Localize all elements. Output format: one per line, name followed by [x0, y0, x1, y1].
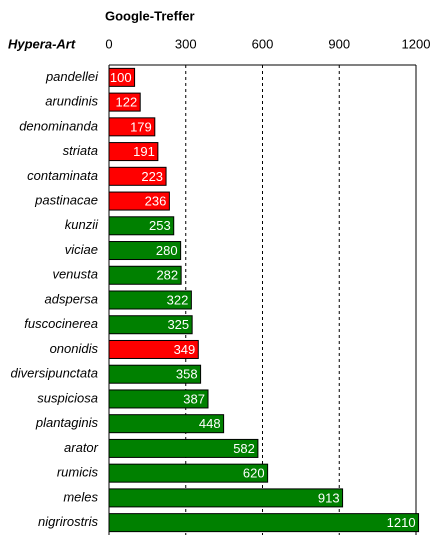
- value-label: 282: [156, 268, 178, 283]
- bar: [108, 513, 420, 533]
- bar: [108, 414, 225, 434]
- bar: [108, 265, 182, 285]
- value-label: 223: [141, 169, 163, 184]
- y-tick-label: striata: [63, 143, 98, 158]
- bar: [108, 117, 156, 137]
- y-tick-label: plantaginis: [35, 415, 99, 430]
- y-tick-label: arator: [64, 440, 99, 455]
- y-tick-label: meles: [63, 489, 98, 504]
- value-label: 349: [174, 342, 196, 357]
- x-tick-label: 1200: [402, 36, 431, 51]
- value-label: 1210: [387, 515, 416, 530]
- value-label: 582: [233, 441, 255, 456]
- bar: [108, 463, 269, 483]
- y-tick-label: kunzii: [65, 217, 99, 232]
- x-tick-label: 0: [105, 36, 112, 51]
- value-label: 387: [183, 391, 205, 406]
- bar: [108, 488, 344, 508]
- value-label: 448: [199, 416, 221, 431]
- x-tick-label: 900: [328, 36, 350, 51]
- x-tick-label: 300: [175, 36, 197, 51]
- bar: [108, 364, 202, 384]
- value-label: 325: [167, 317, 189, 332]
- bar: [108, 142, 159, 162]
- value-label: 179: [130, 119, 152, 134]
- y-tick-label: rumicis: [57, 465, 99, 480]
- y-tick-label: arundinis: [45, 94, 98, 109]
- value-label: 280: [156, 243, 178, 258]
- bar: [108, 67, 136, 87]
- y-tick-label: viciae: [65, 242, 98, 257]
- y-tick-label: pastinacae: [34, 192, 98, 207]
- bar: [108, 191, 170, 211]
- y-tick-label: suspiciosa: [37, 390, 98, 405]
- chart-title: Google-Treffer: [105, 8, 195, 23]
- y-tick-label: denominanda: [19, 118, 98, 133]
- value-label: 253: [149, 218, 171, 233]
- y-tick-label: contaminata: [27, 168, 98, 183]
- y-axis-label: Hypera-Art: [8, 36, 76, 51]
- y-tick-label: pandellei: [45, 69, 99, 84]
- y-tick-label: adspersa: [45, 291, 98, 306]
- value-label: 913: [318, 490, 340, 505]
- bar: [108, 241, 182, 261]
- value-label: 358: [176, 367, 198, 382]
- y-tick-label: ononidis: [50, 341, 99, 356]
- value-label: 620: [243, 466, 265, 481]
- bar: [108, 166, 167, 186]
- y-tick-label: diversipunctata: [11, 366, 98, 381]
- y-tick-label: nigrirostris: [38, 514, 98, 529]
- bar: [108, 438, 259, 458]
- bar: [108, 315, 193, 335]
- y-tick-label: fuscocinerea: [24, 316, 98, 331]
- x-tick-label: 600: [252, 36, 274, 51]
- value-label: 236: [145, 193, 167, 208]
- y-tick-label: venusta: [52, 267, 98, 282]
- bar: [108, 92, 141, 112]
- bar: [108, 339, 199, 359]
- value-label: 100: [110, 70, 132, 85]
- bar: [108, 389, 209, 409]
- value-label: 191: [133, 144, 155, 159]
- bar: [108, 216, 175, 236]
- bar: [108, 290, 192, 310]
- value-label: 322: [167, 292, 189, 307]
- value-label: 122: [116, 95, 138, 110]
